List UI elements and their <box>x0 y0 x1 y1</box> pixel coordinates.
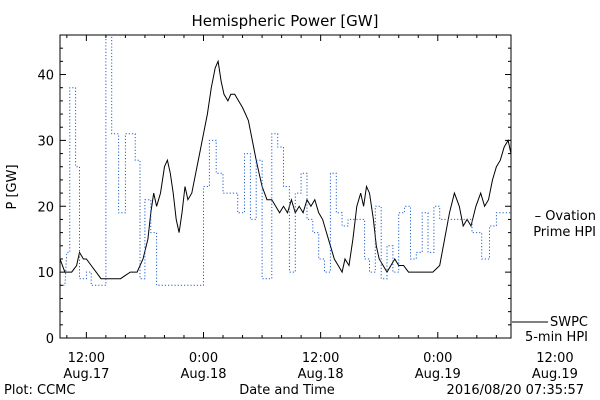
plot-frame <box>59 34 512 339</box>
x-tick-time-label: 0:00 <box>423 351 452 366</box>
x-tick-date-label: Aug.19 <box>415 367 461 382</box>
x-tick-date-label: Aug.19 <box>532 367 578 382</box>
y-tick-label: 20 <box>37 200 54 215</box>
x-tick-date-label: Aug.18 <box>298 367 344 382</box>
footer-plot-credit: Plot: CCMC <box>4 383 75 398</box>
y-tick-label: 0 <box>46 332 54 347</box>
legend-swpc-line2: 5-min HPI <box>525 330 588 345</box>
y-axis-label: P [GW] <box>5 164 20 209</box>
x-tick-date-label: Aug.18 <box>180 367 226 382</box>
x-tick-time-label: 12:00 <box>68 351 105 366</box>
y-tick-label: 30 <box>37 134 54 149</box>
x-axis-ticks: 12:00Aug.170:00Aug.1812:00Aug.180:00Aug.… <box>63 35 578 382</box>
legend-swpc-line1: SWPC <box>550 315 588 330</box>
legend-ovation-line1: – Ovation <box>535 209 596 224</box>
x-tick-date-label: Aug.17 <box>63 367 109 382</box>
series-line-0 <box>59 59 512 280</box>
y-axis-ticks: 0 10 20 30 40 <box>37 47 511 347</box>
y-tick-label: 40 <box>37 69 54 84</box>
x-tick-time-label: 12:00 <box>536 351 573 366</box>
y-tick-label: 10 <box>37 266 54 281</box>
x-tick-time-label: 0:00 <box>189 351 218 366</box>
x-tick-time-label: 12:00 <box>302 351 339 366</box>
footer-timestamp: 2016/08/20 07:35:57 <box>447 383 584 398</box>
legend: – Ovation Prime HPI SWPC 5-min HPI <box>512 209 596 345</box>
chart-title: Hemispheric Power [GW] <box>192 12 379 30</box>
x-axis-label: Date and Time <box>239 383 335 398</box>
legend-ovation-line2: Prime HPI <box>533 225 596 240</box>
plot-series-group <box>59 34 512 286</box>
